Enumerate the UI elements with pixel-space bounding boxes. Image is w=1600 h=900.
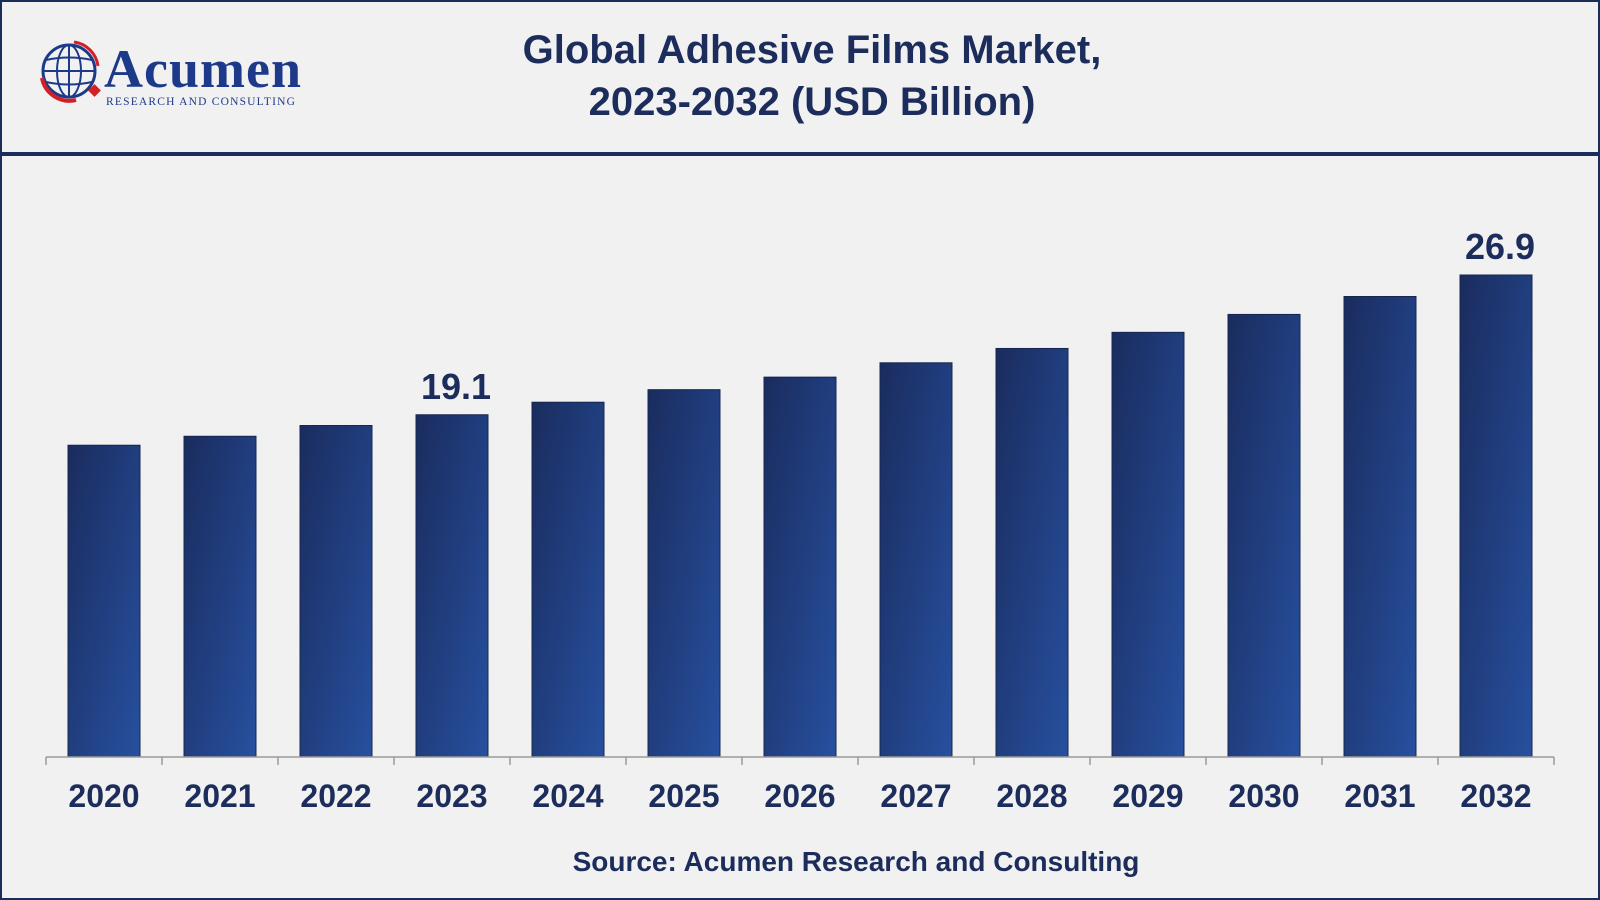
bar-2027 (879, 362, 953, 758)
x-tick-label: 2020 (68, 778, 139, 814)
x-tick-label: 2027 (880, 778, 951, 814)
x-tick-label: 2022 (300, 778, 371, 814)
bar-2029 (1111, 331, 1185, 758)
bar-2028 (995, 347, 1069, 758)
chart-title: Global Adhesive Films Market, 2023-2032 … (372, 24, 1252, 128)
x-tick-label: 2024 (532, 778, 603, 814)
x-tick-label: 2031 (1344, 778, 1415, 814)
bar-2026 (763, 376, 837, 758)
bar-2024 (531, 401, 605, 758)
data-label-2032: 26.9 (1465, 226, 1535, 267)
bar-2022 (299, 425, 373, 758)
bar-2021 (183, 435, 257, 758)
x-tick-label: 2030 (1228, 778, 1299, 814)
globe-icon (40, 40, 101, 103)
bar-2020 (67, 444, 141, 758)
logo-name: Acumen (104, 39, 302, 99)
logo: Acumen Research and Consulting (36, 38, 336, 118)
source-note: Source: Acumen Research and Consulting (572, 846, 1140, 877)
bar-2030 (1227, 313, 1301, 758)
logo-tagline: Research and Consulting (106, 96, 297, 108)
bar-2025 (647, 389, 721, 758)
bar-2031 (1343, 296, 1417, 758)
chart-title-line-2: 2023-2032 (USD Billion) (588, 80, 1036, 124)
x-tick-label: 2021 (184, 778, 255, 814)
x-tick-label: 2029 (1112, 778, 1183, 814)
x-tick-label: 2026 (764, 778, 835, 814)
x-tick-label: 2032 (1460, 778, 1531, 814)
bar-2032 (1459, 274, 1533, 758)
header: Acumen Research and Consulting Global Ad… (2, 2, 1598, 156)
x-tick-label: 2025 (648, 778, 719, 814)
data-label-2023: 19.1 (421, 366, 491, 407)
bar-2023 (415, 414, 489, 758)
chart-title-line-1: Global Adhesive Films Market, (522, 28, 1102, 72)
x-tick-label: 2023 (416, 778, 487, 814)
x-tick-label: 2028 (996, 778, 1067, 814)
